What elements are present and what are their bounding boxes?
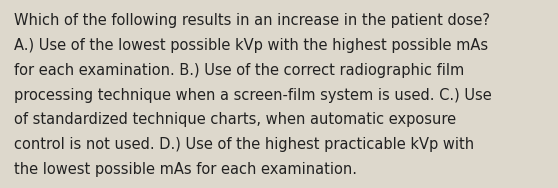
Text: for each examination. B.) Use of the correct radiographic film: for each examination. B.) Use of the cor…: [14, 63, 464, 78]
Text: control is not used. D.) Use of the highest practicable kVp with: control is not used. D.) Use of the high…: [14, 137, 474, 152]
Text: of standardized technique charts, when automatic exposure: of standardized technique charts, when a…: [14, 112, 456, 127]
Text: Which of the following results in an increase in the patient dose?: Which of the following results in an inc…: [14, 13, 490, 28]
Text: processing technique when a screen-film system is used. C.) Use: processing technique when a screen-film …: [14, 88, 492, 103]
Text: A.) Use of the lowest possible kVp with the highest possible mAs: A.) Use of the lowest possible kVp with …: [14, 38, 488, 53]
Text: the lowest possible mAs for each examination.: the lowest possible mAs for each examina…: [14, 162, 357, 177]
